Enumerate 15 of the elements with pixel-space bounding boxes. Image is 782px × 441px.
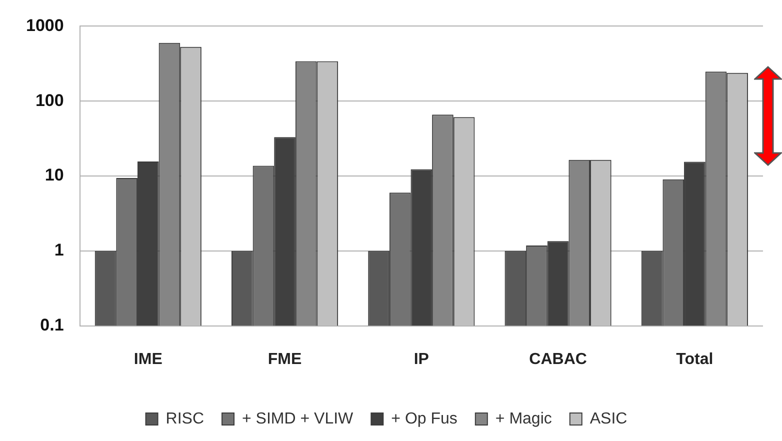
y-tick-label: 0.1 xyxy=(40,315,64,334)
legend-label: + Magic xyxy=(495,410,552,428)
y-tick-label: 1000 xyxy=(26,16,64,35)
y-tick-label: 100 xyxy=(35,90,64,110)
y-tick-label: 10 xyxy=(44,166,64,185)
y-tick-label: 1 xyxy=(54,240,64,260)
legend-label: + SIMD + VLIW xyxy=(242,410,354,428)
x-tick-label: FME xyxy=(268,350,302,368)
x-tick-label: IP xyxy=(414,350,430,368)
legend-label: RISC xyxy=(166,410,204,428)
x-tick-label: Total xyxy=(676,350,714,368)
x-tick-label: IME xyxy=(134,350,163,368)
legend-label: ASIC xyxy=(590,410,628,428)
legend-label: + Op Fus xyxy=(391,410,458,428)
x-tick-label: CABAC xyxy=(529,350,588,368)
